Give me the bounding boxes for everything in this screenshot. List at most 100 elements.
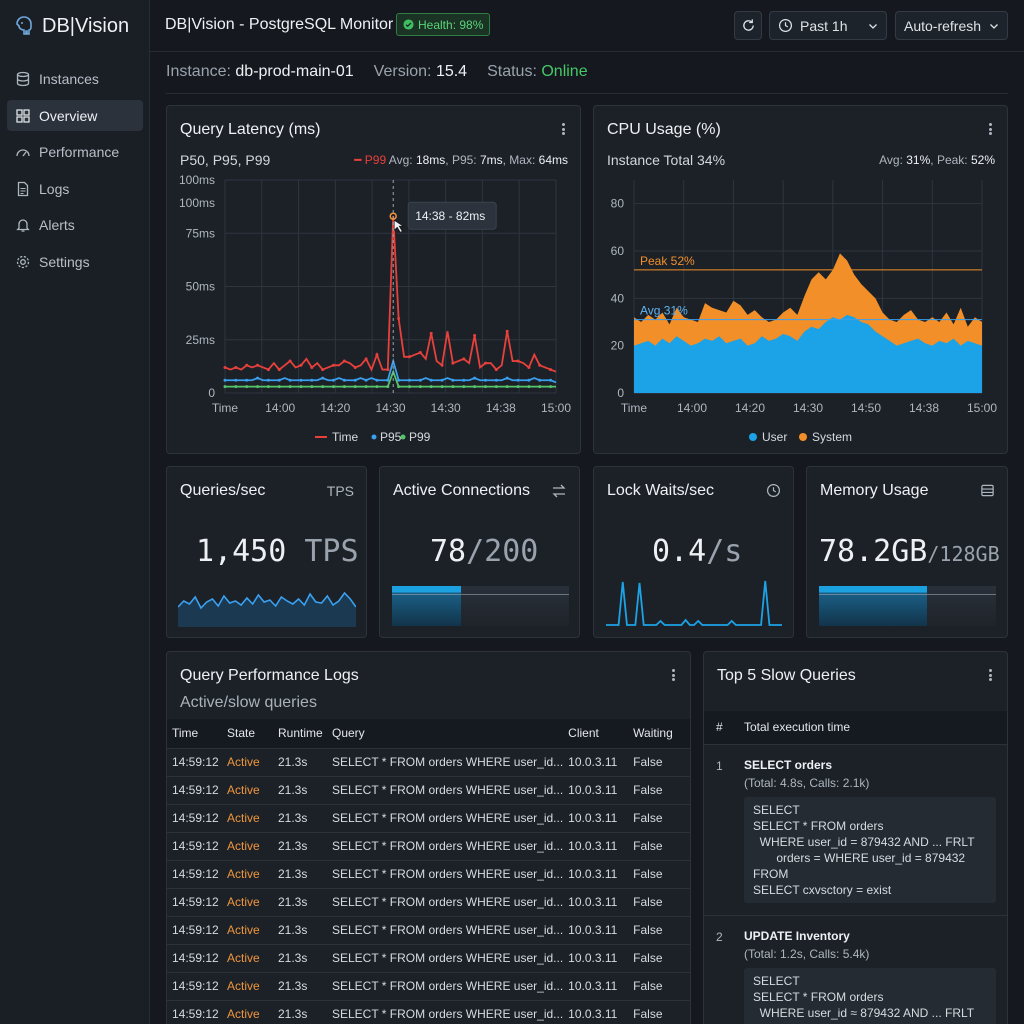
log-state: Active <box>222 747 273 776</box>
sidebar-item-logs[interactable]: Logs <box>7 173 143 204</box>
data-point <box>429 378 433 382</box>
data-point <box>516 385 520 389</box>
more-options-icon[interactable] <box>987 121 993 137</box>
data-point <box>407 378 411 382</box>
card-title: Active Connections <box>393 482 530 499</box>
column-header[interactable]: Waiting <box>628 719 690 748</box>
log-time: 14:59:12 <box>167 775 222 804</box>
card-title: Memory Usage <box>820 482 929 499</box>
data-point <box>299 385 303 389</box>
sidebar-item-settings[interactable]: Settings <box>7 246 143 277</box>
logs-table: Time State Runtime Query Client Waiting … <box>167 719 690 1024</box>
data-point <box>483 361 487 365</box>
data-point <box>473 376 477 380</box>
data-point <box>321 376 325 380</box>
table-row[interactable]: 14:59:12 Active 21.3s SELECT * FROM orders … <box>167 915 690 944</box>
log-time: 14:59:12 <box>167 831 222 860</box>
data-point <box>256 376 260 380</box>
log-runtime: 21.3s <box>273 803 327 832</box>
data-point <box>429 385 433 389</box>
log-query: SELECT * FROM orders WHERE user_id... <box>327 859 564 888</box>
slow-query-rank: 2 <box>716 930 723 944</box>
data-point <box>277 378 281 382</box>
data-point <box>418 351 422 355</box>
gauge-icon <box>16 148 30 156</box>
table-row[interactable]: 14:59:12 Active 21.3s SELECT * FROM orders … <box>167 971 690 1000</box>
connections-unit: /200 <box>466 534 539 569</box>
log-runtime: 21.3s <box>273 887 327 916</box>
table-row[interactable]: 14:59:12 Active 21.3s SELECT * FROM orders … <box>167 803 690 832</box>
column-header[interactable]: State <box>222 719 273 748</box>
sidebar-item-performance[interactable]: Performance <box>7 136 143 167</box>
column-header[interactable]: Query <box>327 719 564 748</box>
mouse-pointer-icon <box>393 219 405 233</box>
more-options-icon[interactable] <box>670 667 676 683</box>
version-label: Version: <box>373 63 432 80</box>
data-point <box>310 378 314 382</box>
log-waiting: False <box>628 859 690 888</box>
table-row[interactable]: 14:59:12 Active 21.3s SELECT * FROM orders … <box>167 775 690 804</box>
y-tick-label: 100ms <box>179 196 215 210</box>
data-point <box>549 368 553 372</box>
log-state: Active <box>222 971 273 1000</box>
column-header: Total execution time <box>744 720 851 734</box>
log-waiting: False <box>628 915 690 944</box>
data-point <box>494 368 498 372</box>
log-query: SELECT * FROM orders WHERE user_id... <box>327 747 564 776</box>
more-options-icon[interactable] <box>560 121 566 137</box>
data-point <box>473 385 477 389</box>
log-time: 14:59:12 <box>167 943 222 972</box>
avg-label: Avg: <box>388 153 416 167</box>
data-point <box>505 385 509 389</box>
brand[interactable]: DB|Vision <box>12 12 129 40</box>
data-point <box>234 385 238 389</box>
data-point <box>483 385 487 389</box>
refresh-button[interactable] <box>734 11 762 40</box>
legend-label: Time <box>332 430 359 444</box>
auto-refresh-select[interactable]: Auto-refresh <box>895 11 1008 40</box>
log-time: 14:59:12 <box>167 803 222 832</box>
sidebar-item-instances[interactable]: Instances <box>7 63 143 94</box>
legend-label: User <box>762 430 787 444</box>
tps-badge: TPS <box>326 483 354 499</box>
time-range-value: Past 1h <box>800 17 848 34</box>
table-row[interactable]: 14:59:12 Active 21.3s SELECT * FROM orders … <box>167 859 690 888</box>
card-title: Query Latency (ms) <box>180 121 321 138</box>
slow-query-item[interactable]: 2 UPDATE Inventory (Total: 1.2s, Calls: … <box>704 915 1007 1024</box>
data-point <box>462 378 466 382</box>
table-row[interactable]: 14:59:12 Active 21.3s SELECT * FROM orders … <box>167 831 690 860</box>
data-point <box>288 378 292 382</box>
data-point <box>386 385 390 389</box>
column-header[interactable]: Time <box>167 719 222 748</box>
slow-query-item[interactable]: 1 SELECT orders (Total: 4.8s, Calls: 2.1… <box>704 744 1007 915</box>
cpu-chart[interactable]: 0 20 40 60 80 Time 14:00 14:20 14:30 14:50 14:38 15… <box>594 164 1007 454</box>
table-row[interactable]: 14:59:12 Active 21.3s SELECT * FROM orders … <box>167 999 690 1024</box>
p99-legend-dash: ━ <box>354 153 365 167</box>
data-point <box>353 365 357 369</box>
time-range-select[interactable]: Past 1h <box>769 11 887 40</box>
x-tick-label: 14:00 <box>265 401 295 415</box>
latency-chart[interactable]: 0 25ms 50ms 75ms 100ms 100ms Time 14:00 14:20 14:… <box>167 164 580 454</box>
sidebar-item-alerts[interactable]: Alerts <box>7 209 143 240</box>
data-point <box>397 378 401 382</box>
sidebar-item-label: Performance <box>39 143 120 160</box>
connections-number: 78 <box>430 534 467 569</box>
table-row[interactable]: 14:59:12 Active 21.3s SELECT * FROM orders … <box>167 943 690 972</box>
table-row[interactable]: 14:59:12 Active 21.3s SELECT * FROM orders … <box>167 747 690 776</box>
page-title: DB|Vision - PostgreSQL Monitor <box>165 16 394 33</box>
column-header[interactable]: Client <box>563 719 629 748</box>
data-point <box>299 363 303 367</box>
avg-value: 31% <box>906 153 931 167</box>
data-point <box>429 331 433 335</box>
cpu-stats: Avg: 31%, Peak: 52% <box>879 153 995 167</box>
log-runtime: 21.3s <box>273 971 327 1000</box>
sidebar-item-overview[interactable]: Overview <box>7 100 143 131</box>
more-options-icon[interactable] <box>987 667 993 683</box>
table-row[interactable]: 14:59:12 Active 21.3s SELECT * FROM orders … <box>167 887 690 916</box>
log-client: 10.0.3.11 <box>563 747 629 776</box>
data-point <box>364 357 368 361</box>
data-point <box>516 359 520 363</box>
log-waiting: False <box>628 747 690 776</box>
column-header[interactable]: Runtime <box>273 719 327 748</box>
avg-label: Avg 31% <box>640 304 688 318</box>
